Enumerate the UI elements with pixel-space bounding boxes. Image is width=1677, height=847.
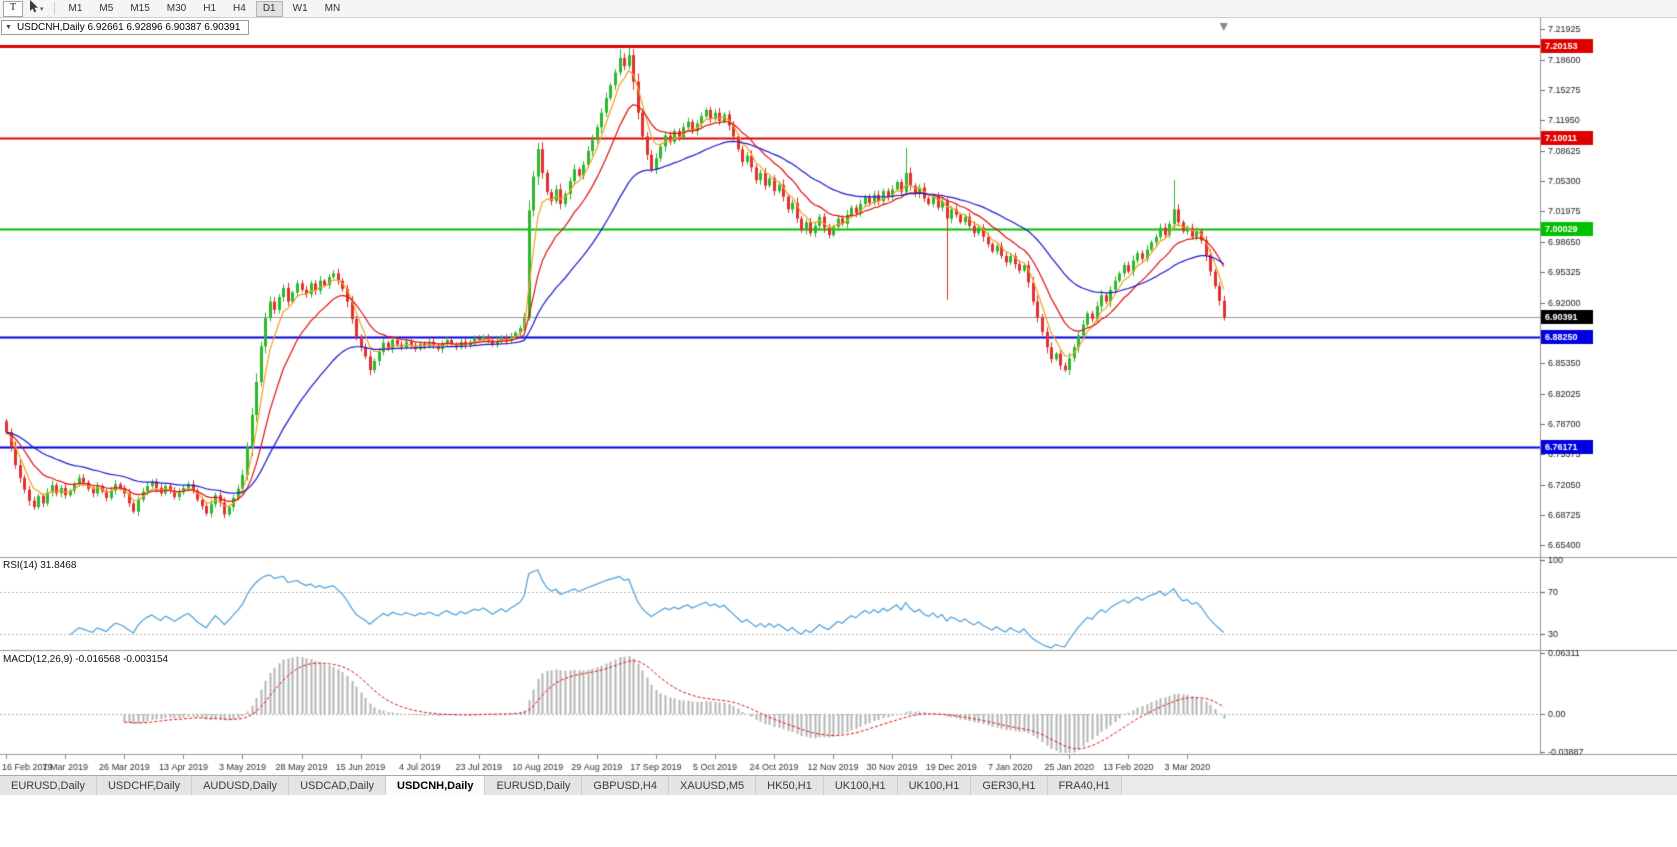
timeframe-button-m1[interactable]: M1	[68, 2, 83, 14]
timeframe-button-m5[interactable]: M5	[99, 2, 114, 14]
timeframe-button-m30[interactable]: M30	[166, 2, 187, 14]
rsi-indicator-label: RSI(14) 31.8468	[3, 560, 77, 571]
cursor-tool-button[interactable]: ▾	[25, 0, 47, 18]
chart-tabs-bar: EURUSD,Daily USDCHF,Daily AUDUSD,Daily USDC…	[0, 775, 1677, 795]
cursor-pointer-icon	[28, 0, 39, 18]
macd-indicator-label: MACD(12,26,9) -0.016568 -0.003154	[3, 654, 169, 665]
chart-panel: ▼ USDCNH,Daily 6.92661 6.92896 6.90387 6…	[0, 18, 1677, 775]
toolbar-separator	[53, 2, 55, 15]
timeframe-button-m15[interactable]: M15	[130, 2, 150, 14]
chart-tab-3-usdcad-daily[interactable]: USDCAD,Daily	[289, 776, 387, 795]
ohlc-text: USDCNH,Daily 6.92661 6.92896 6.90387 6.9…	[16, 22, 241, 33]
chart-tab-2-audusd-daily[interactable]: AUDUSD,Daily	[192, 776, 290, 795]
collapse-arrow-icon[interactable]: ▼	[5, 24, 12, 31]
t-tool-button[interactable]: T	[3, 0, 23, 17]
chart-ohlc-header[interactable]: ▼ USDCNH,Daily 6.92661 6.92896 6.90387 6…	[1, 20, 250, 35]
chart-tab-7-xauusd-m5[interactable]: XAUUSD,M5	[668, 776, 757, 795]
chart-tab-8-hk50-h1[interactable]: HK50,H1	[756, 776, 824, 795]
chart-tab-9-uk100-h1[interactable]: UK100,H1	[823, 776, 898, 795]
chart-tab-6-gbpusd-h4[interactable]: GBPUSD,H4	[582, 776, 669, 795]
chart-tab-11-ger30-h1[interactable]: GER30,H1	[971, 776, 1048, 795]
timeframe-button-group: M1 M5 M15 M30 H1 H4 D1 W1 MN	[62, 0, 348, 17]
chart-tab-10-uk100-h1[interactable]: UK100,H1	[897, 776, 972, 795]
chart-tab-12-fra40-h1[interactable]: FRA40,H1	[1047, 776, 1122, 795]
chart-tab-5-eurusd-daily[interactable]: EURUSD,Daily	[485, 776, 583, 795]
timeframe-button-mn[interactable]: MN	[324, 2, 341, 14]
timeframe-button-h4[interactable]: H4	[233, 2, 246, 14]
top-toolbar: T ▾ M1 M5 M15 M30 H1 H4 D1 W1 MN	[0, 0, 1677, 18]
chart-tab-4-usdcnh-daily[interactable]: USDCNH,Daily	[386, 776, 486, 795]
price-chart-canvas[interactable]	[0, 18, 1677, 775]
chart-tab-1-usdchf-daily[interactable]: USDCHF,Daily	[96, 776, 193, 795]
bottom-spacer	[0, 795, 1677, 847]
chart-tab-0-eurusd-daily[interactable]: EURUSD,Daily	[0, 776, 97, 795]
timeframe-button-d1[interactable]: D1	[255, 0, 283, 17]
chevron-down-icon: ▾	[40, 5, 44, 13]
timeframe-button-w1[interactable]: W1	[292, 2, 308, 14]
timeframe-button-h1[interactable]: H1	[203, 2, 217, 14]
